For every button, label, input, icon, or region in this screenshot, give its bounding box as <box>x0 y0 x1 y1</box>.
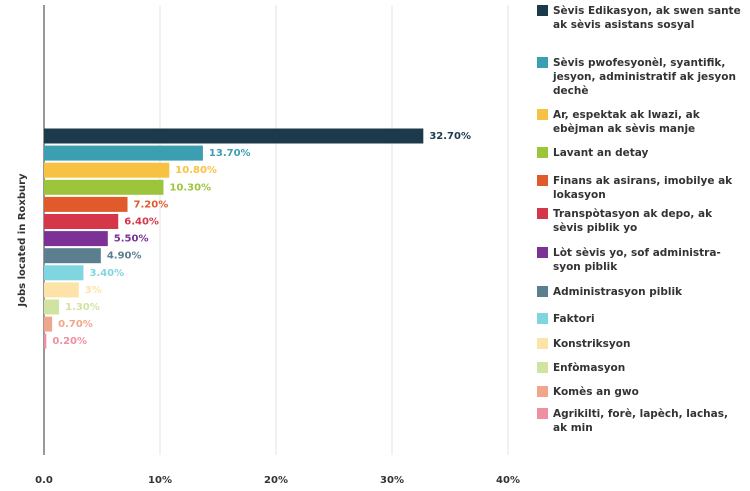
legend-label: Faktori <box>553 313 595 325</box>
y-axis-label: Jobs located in Roxbury <box>17 173 28 308</box>
legend-label: Enfòmasyon <box>553 362 626 374</box>
legend-swatch <box>537 208 548 219</box>
value-label: 4.90% <box>107 251 142 262</box>
legend-label: Ar, espektak ak lwazi, ak ebèjman ak sèv… <box>553 109 700 135</box>
bar <box>44 179 164 195</box>
value-label: 3.40% <box>89 268 124 279</box>
legend-label: Sèvis pwofesyonèl, syantifik, jesyon, ad… <box>553 57 736 97</box>
value-label: 7.20% <box>134 199 169 210</box>
bar <box>44 333 47 349</box>
x-tick-label: 30% <box>380 475 404 486</box>
bar <box>44 145 203 161</box>
value-label: 13.70% <box>209 148 251 159</box>
value-label: 32.70% <box>429 131 471 142</box>
bar <box>44 316 53 332</box>
x-tick-label: 10% <box>148 475 172 486</box>
value-label: 10.80% <box>175 165 217 176</box>
legend-item: Lòt sèvis yo, sof administra-syon piblik <box>537 246 742 274</box>
legend-item: Agrikilti, forè, lapèch, lachas, ak min <box>537 407 742 435</box>
legend-item: Administrasyon piblik <box>537 285 742 299</box>
bar <box>44 196 128 212</box>
value-label: 10.30% <box>169 182 211 193</box>
legend-label: Konstriksyon <box>553 338 631 350</box>
legend-item: Transpòtasyon ak depo, ak sèvis piblik y… <box>537 207 742 235</box>
legend-swatch <box>537 147 548 158</box>
legend-item: Lavant an detay <box>537 146 742 160</box>
legend-item: Konstriksyon <box>537 337 742 351</box>
legend-item: Komès an gwo <box>537 385 742 399</box>
value-label: 0.20% <box>52 336 87 347</box>
bar <box>44 214 119 229</box>
legend-swatch <box>537 57 548 68</box>
value-label: 6.40% <box>124 217 159 228</box>
legend-label: Transpòtasyon ak depo, ak sèvis piblik y… <box>553 208 713 234</box>
legend-label: Agrikilti, forè, lapèch, lachas, ak min <box>553 408 728 434</box>
value-label: 0.70% <box>58 319 93 330</box>
legend-label: Sèvis Edikasyon, ak swen sante ak sèvis … <box>553 5 741 31</box>
legend-swatch <box>537 247 548 258</box>
legend-swatch <box>537 5 548 16</box>
legend-swatch <box>537 386 548 397</box>
legend-swatch <box>537 109 548 120</box>
legend-swatch <box>537 408 548 419</box>
legend-item: Sèvis Edikasyon, ak swen sante ak sèvis … <box>537 4 742 32</box>
legend-label: Lavant an detay <box>553 147 649 159</box>
bar <box>44 248 101 264</box>
value-label: 1.30% <box>65 302 100 313</box>
legend-swatch <box>537 362 548 373</box>
legend-label: Lòt sèvis yo, sof administra-syon piblik <box>553 247 721 273</box>
legend-swatch <box>537 286 548 297</box>
x-tick-label: 0.0 <box>35 475 53 486</box>
legend-swatch <box>537 338 548 349</box>
legend-label: Finans ak asirans, imobilye ak lokasyon <box>553 175 733 201</box>
x-tick-label: 40% <box>496 475 520 486</box>
legend-item: Sèvis pwofesyonèl, syantifik, jesyon, ad… <box>537 56 742 98</box>
legend-item: Finans ak asirans, imobilye ak lokasyon <box>537 174 742 202</box>
legend-label: Administrasyon piblik <box>553 286 683 298</box>
legend-item: Enfòmasyon <box>537 361 742 375</box>
value-label: 3% <box>85 285 102 296</box>
legend-item: Ar, espektak ak lwazi, ak ebèjman ak sèv… <box>537 108 742 136</box>
bar <box>44 128 424 144</box>
legend-label: Komès an gwo <box>553 386 639 398</box>
bar <box>44 282 79 298</box>
x-tick-label: 20% <box>264 475 288 486</box>
value-label: 5.50% <box>114 234 149 245</box>
bar <box>44 162 170 178</box>
legend-swatch <box>537 175 548 186</box>
bar <box>44 265 84 281</box>
legend-item: Faktori <box>537 312 742 326</box>
legend-swatch <box>537 313 548 324</box>
bar <box>44 231 108 247</box>
bar <box>44 299 60 315</box>
